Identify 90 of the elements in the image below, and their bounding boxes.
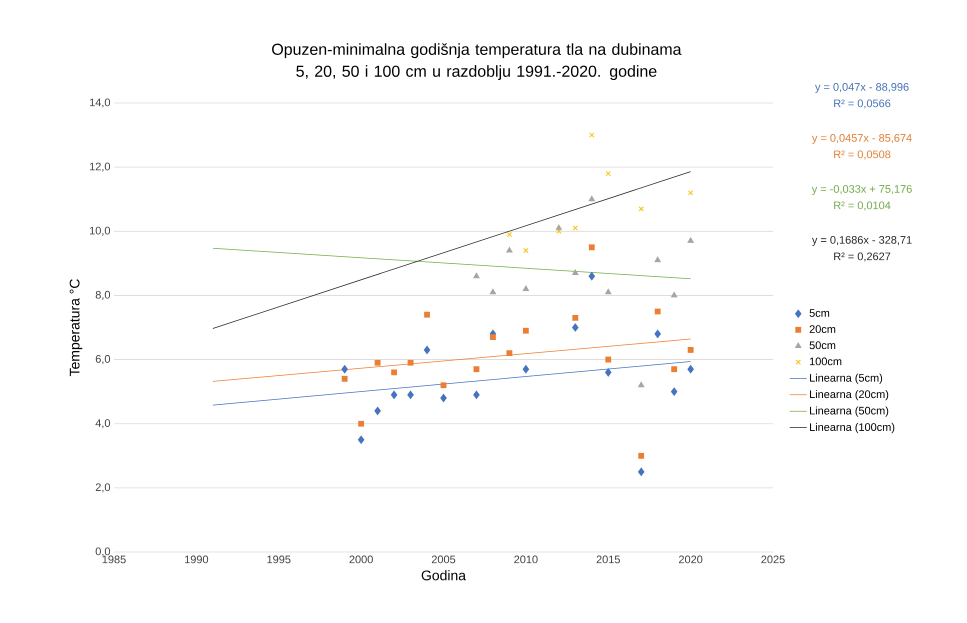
point	[506, 247, 513, 253]
y-tick-label: 12,0	[90, 162, 110, 172]
point	[572, 314, 578, 321]
point	[490, 334, 496, 340]
x-tick-label: 2015	[596, 556, 620, 564]
point	[605, 368, 612, 377]
point	[358, 436, 364, 444]
x-tick-label: 2010	[514, 556, 538, 564]
point	[572, 225, 578, 231]
y-tick-label: 4,0	[95, 419, 110, 428]
point	[408, 360, 414, 366]
y-tick-label: 8,0	[96, 290, 110, 300]
point	[638, 206, 644, 212]
point	[522, 328, 529, 334]
point	[424, 312, 430, 318]
x-tick-label: 1990	[185, 556, 208, 564]
point	[341, 365, 348, 374]
legend-label: Linearna (50cm)	[810, 406, 888, 417]
point	[424, 346, 430, 354]
legend-label: 20cm	[810, 325, 836, 334]
x-tick-label: 2020	[678, 556, 702, 564]
point	[588, 244, 595, 250]
text: R² = 0,2627	[834, 252, 890, 262]
point	[523, 248, 528, 254]
y-tick-label: 2,0	[96, 483, 110, 492]
point	[556, 224, 562, 230]
legend-label: Linearna (20cm)	[810, 390, 888, 400]
point	[490, 288, 496, 294]
point	[522, 286, 529, 292]
text: y = 0,1686x - 328,71	[812, 236, 912, 246]
point	[588, 272, 595, 280]
point	[671, 292, 678, 298]
x-axis-title: Godina	[422, 570, 466, 580]
point	[358, 420, 364, 427]
point	[605, 356, 612, 362]
text: y = -0,033x + 75,176	[812, 185, 912, 195]
y-tick-label: 6,0	[96, 355, 110, 364]
point	[473, 272, 480, 278]
point	[506, 350, 512, 356]
point	[638, 452, 644, 459]
point	[506, 232, 512, 238]
point	[606, 170, 611, 176]
text: y = 0,0457x - 85,674	[812, 134, 912, 144]
point	[589, 132, 594, 138]
point	[473, 390, 480, 399]
point	[605, 288, 612, 294]
text: R² = 0,0104	[834, 201, 890, 211]
point	[572, 269, 578, 275]
point	[670, 388, 678, 396]
legend-label: 100cm	[810, 358, 842, 366]
point	[654, 308, 661, 314]
x-tick-label: 2000	[349, 556, 373, 564]
point	[671, 366, 678, 372]
point	[638, 468, 644, 476]
point	[556, 228, 562, 234]
point	[688, 237, 694, 243]
text: y = 0,047x - 88,996	[815, 83, 909, 93]
point	[440, 394, 447, 402]
x-tick-label: 1985	[102, 556, 126, 564]
point	[440, 382, 446, 388]
y-tick-label: 14,0	[90, 98, 110, 108]
x-tick-label: 2005	[432, 556, 456, 564]
point	[407, 390, 414, 399]
text: R² = 0,0566	[834, 99, 890, 109]
y-tick-label: 0,0	[96, 547, 110, 557]
y-axis-title: Temperatura °C	[70, 279, 82, 376]
point	[391, 370, 397, 376]
y-tick-label: 10,0	[90, 226, 110, 236]
legend-label: Linearna (5cm)	[810, 374, 882, 384]
point	[654, 256, 661, 262]
x-tick-label: 2025	[761, 556, 785, 564]
point	[638, 382, 644, 388]
point	[688, 190, 694, 196]
point	[390, 390, 398, 399]
point	[474, 366, 480, 372]
legend-label: 50cm	[810, 341, 836, 350]
text: R² = 0,0508	[834, 150, 890, 160]
point	[374, 360, 381, 366]
point	[688, 347, 694, 353]
point	[572, 323, 579, 332]
legend-label: Linearna (100cm)	[810, 422, 894, 434]
point	[522, 365, 530, 374]
point	[588, 196, 595, 202]
legend-label: 5cm	[810, 309, 830, 317]
point	[342, 376, 348, 382]
x-tick-label: 1995	[267, 556, 290, 564]
point	[687, 365, 694, 374]
point	[374, 406, 381, 415]
point	[654, 330, 661, 338]
chart-title: Opuzen-minimalna godišnja temperatura tla na dubinama 5, 20, 50 i 100 cm u razdoblju 1991.-2020. godine	[272, 43, 682, 80]
